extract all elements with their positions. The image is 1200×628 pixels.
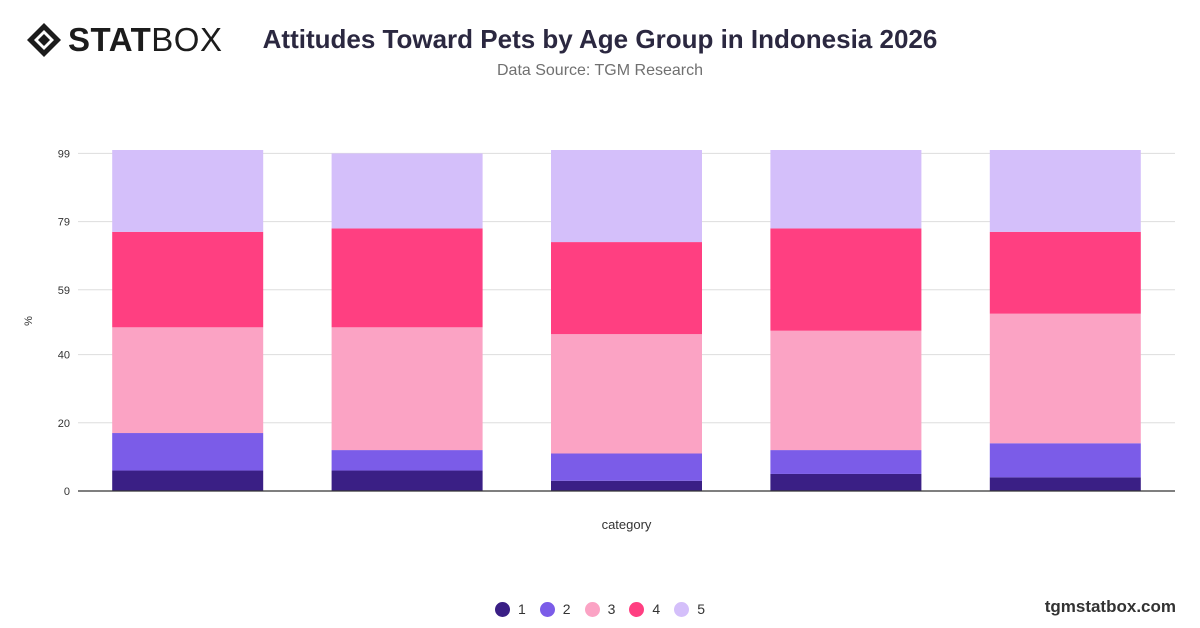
y-axis-title: % [23,316,35,326]
legend-swatch [674,601,690,617]
legend-item[interactable]: 5 [674,601,705,617]
bar-segment [551,242,702,335]
chart-legend: 1 2 3 4 5 [0,601,1200,617]
brand-name-bold: STAT [68,21,152,58]
bar-segment [989,477,1141,491]
y-tick-label: 40 [58,350,70,362]
y-tick-label: 79 [58,217,70,229]
bar-segment [551,334,702,454]
brand-logo: STATBOX [26,22,222,58]
chart-subtitle: Data Source: TGM Research [496,62,703,79]
bar-segment [331,450,483,471]
bar-segment [331,470,483,491]
bar-segment [331,153,483,229]
bar-segment [989,231,1141,314]
site-url[interactable]: tgmstatbox.com [1044,597,1176,616]
legend-label: 1 [518,601,526,617]
legend-item[interactable]: 1 [495,601,526,617]
bar-segment [331,327,483,451]
bar-segment [112,327,264,434]
x-axis-title: category [602,517,652,532]
chart-title: Attitudes Toward Pets by Age Group in In… [262,24,938,54]
y-tick-label: 20 [58,418,70,430]
bar-segment [989,313,1141,444]
y-tick-label: 0 [64,486,70,498]
legend-label: 5 [697,601,705,617]
bar-segment [551,480,702,491]
brand-name: STATBOX [68,22,222,58]
bar-segment [989,150,1141,232]
y-tick-label: 99 [58,148,70,160]
legend-label: 4 [652,601,661,617]
legend-label: 2 [562,601,571,617]
y-tick-label: 59 [58,285,70,297]
bar-segment [112,150,264,232]
bar-segment [112,433,264,471]
bar-segment [112,231,264,328]
legend-label: 3 [607,601,616,617]
legend-item[interactable]: 2 [539,601,571,617]
brand-name-light: BOX [151,21,223,58]
legend-item[interactable]: 3 [584,601,616,617]
bar-segment [551,453,702,481]
statbox-diamond-icon [27,23,61,57]
bar-segment [331,228,483,328]
bar-segment [770,330,922,451]
legend-swatch [539,601,555,617]
legend-swatch [495,601,510,617]
bar-segment [551,150,702,243]
bar-segment [770,450,922,474]
legend-item[interactable]: 4 [629,601,660,617]
bar-segment [770,473,922,491]
bar-segment [770,228,922,331]
legend-swatch [629,601,645,617]
bar-segment [770,150,922,229]
bar-segment [112,470,264,491]
legend-swatch [584,601,600,617]
bar-segment [989,443,1141,478]
